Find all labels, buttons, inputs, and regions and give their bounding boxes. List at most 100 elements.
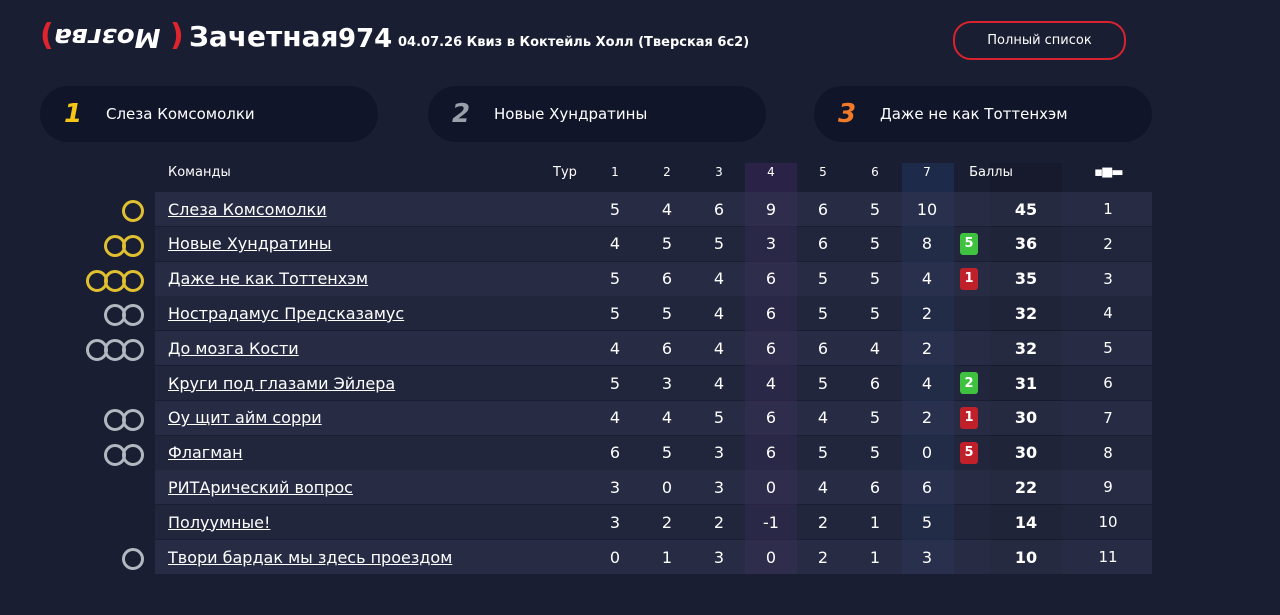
round-score: 6 xyxy=(817,234,829,254)
award-icon xyxy=(122,408,144,431)
round-score: 3 xyxy=(713,547,725,567)
award-icon xyxy=(122,234,144,257)
round-score: 0 xyxy=(921,443,933,463)
place: 9 xyxy=(1103,478,1113,497)
round-score: 6 xyxy=(765,443,777,463)
place: 7 xyxy=(1103,408,1113,427)
round-score: 5 xyxy=(817,269,829,289)
total: 10 xyxy=(1014,547,1038,567)
round-score: 9 xyxy=(765,199,777,219)
round-score: 5 xyxy=(869,234,881,254)
round-score: 5 xyxy=(817,443,829,463)
team-link[interactable]: Новые Хундратины xyxy=(168,234,332,254)
table-row: Нострадамус Предсказамус 5 5 4 6 5 5 2 32 4 xyxy=(155,296,1152,331)
round-score: 6 xyxy=(661,269,673,289)
table-row: Полуумные! 3 2 2 -1 2 1 5 14 10 xyxy=(155,505,1152,540)
table-row: Слеза Комсомолки 5 4 6 9 6 5 10 45 1 xyxy=(155,192,1152,226)
round-score: 6 xyxy=(765,338,777,358)
table-row: До мозга Кости 4 6 4 6 6 4 2 32 5 xyxy=(155,331,1152,366)
award-icon xyxy=(122,200,144,222)
round-score: 6 xyxy=(609,443,621,463)
column-header: 1 xyxy=(611,165,619,179)
round-score: 5 xyxy=(661,303,673,323)
round-score: 5 xyxy=(921,512,933,532)
change-badge: 1 xyxy=(960,267,978,290)
round-score: 5 xyxy=(869,269,881,289)
podium-team: Даже не как Тоттенхэм xyxy=(880,105,1068,123)
team-link[interactable]: До мозга Кости xyxy=(168,338,299,358)
total: 35 xyxy=(1014,269,1038,289)
team-link[interactable]: Нострадамус Предсказамус xyxy=(168,303,405,323)
change-badge: 5 xyxy=(960,232,978,255)
team-link[interactable]: Полуумные! xyxy=(168,512,271,532)
team-link[interactable]: Круги под глазами Эйлера xyxy=(168,373,396,393)
title: Зачетная xyxy=(189,20,339,53)
podium-card: 3 Даже не как Тоттенхэм xyxy=(814,86,1152,142)
round-score: 4 xyxy=(765,373,777,393)
round-score: 0 xyxy=(765,547,777,567)
round-score: 5 xyxy=(661,234,673,254)
round-score: 2 xyxy=(713,512,725,532)
round-score: 4 xyxy=(609,338,621,358)
award-icon xyxy=(122,548,144,570)
team-link[interactable]: РИТАрический вопрос xyxy=(168,477,353,497)
round-score: 5 xyxy=(869,199,881,219)
round-score: 3 xyxy=(609,477,621,497)
round-score: 4 xyxy=(869,338,881,358)
round-score: 3 xyxy=(713,443,725,463)
table-row: РИТАрический вопрос 3 0 3 0 4 6 6 22 9 xyxy=(155,470,1152,505)
round-score: 2 xyxy=(661,512,673,532)
round-score: 5 xyxy=(869,443,881,463)
round-score: 4 xyxy=(713,303,725,323)
place: 8 xyxy=(1103,443,1113,462)
team-link[interactable]: Слеза Комсомолки xyxy=(168,199,327,219)
podium-team: Новые Хундратины xyxy=(494,105,648,123)
team-link[interactable]: Оу щит айм сорри xyxy=(168,408,322,428)
change-badge: 5 xyxy=(960,441,978,464)
number: 974 xyxy=(338,24,393,54)
award-icon xyxy=(122,443,144,466)
podium-place: 1 xyxy=(63,99,83,129)
column-header: 4 xyxy=(767,165,775,179)
team-link[interactable]: Даже не как Тоттенхэм xyxy=(168,269,369,289)
total: 32 xyxy=(1014,338,1038,358)
place: 2 xyxy=(1103,234,1113,253)
round-score: 0 xyxy=(765,477,777,497)
round-score: 2 xyxy=(921,338,933,358)
round-score: 3 xyxy=(713,477,725,497)
total: 30 xyxy=(1014,408,1038,428)
team-link[interactable]: Твори бардак мы здесь проездом xyxy=(168,547,453,567)
total: 45 xyxy=(1014,199,1038,219)
round-score: 1 xyxy=(661,547,673,567)
column-header: 3 xyxy=(715,165,723,179)
team-link[interactable]: Флагман xyxy=(168,443,243,463)
rank-icon: ▪■▬ xyxy=(1094,164,1123,180)
award-icon xyxy=(122,269,144,292)
round-score: 3 xyxy=(609,512,621,532)
round-score: 5 xyxy=(869,408,881,428)
round-score: 6 xyxy=(713,199,725,219)
round-score: 4 xyxy=(921,269,933,289)
round-score: 5 xyxy=(817,303,829,323)
total: 32 xyxy=(1014,303,1038,323)
place: 6 xyxy=(1103,374,1113,392)
place: 3 xyxy=(1103,269,1113,288)
subtitle: 04.07.26 Квиз в Коктейль Холл (Тверская … xyxy=(398,35,750,50)
round-score: 4 xyxy=(713,338,725,358)
award-icon xyxy=(122,304,144,327)
round-score: 6 xyxy=(765,303,777,323)
full-list-button[interactable]: Полный список xyxy=(953,21,1126,60)
logo-bracket: ) xyxy=(170,18,184,53)
round-score: 4 xyxy=(661,199,673,219)
round-score: 1 xyxy=(869,547,881,567)
round-score: 2 xyxy=(817,512,829,532)
podium-card: 2 Новые Хундратины xyxy=(428,86,766,142)
place: 11 xyxy=(1098,548,1118,566)
round-score: 6 xyxy=(869,477,881,497)
award-icon xyxy=(122,339,144,362)
round-score: 4 xyxy=(713,269,725,289)
round-score: 5 xyxy=(661,443,673,463)
round-score: 6 xyxy=(817,338,829,358)
total: 14 xyxy=(1014,512,1038,532)
column-header: 7 xyxy=(923,165,931,179)
